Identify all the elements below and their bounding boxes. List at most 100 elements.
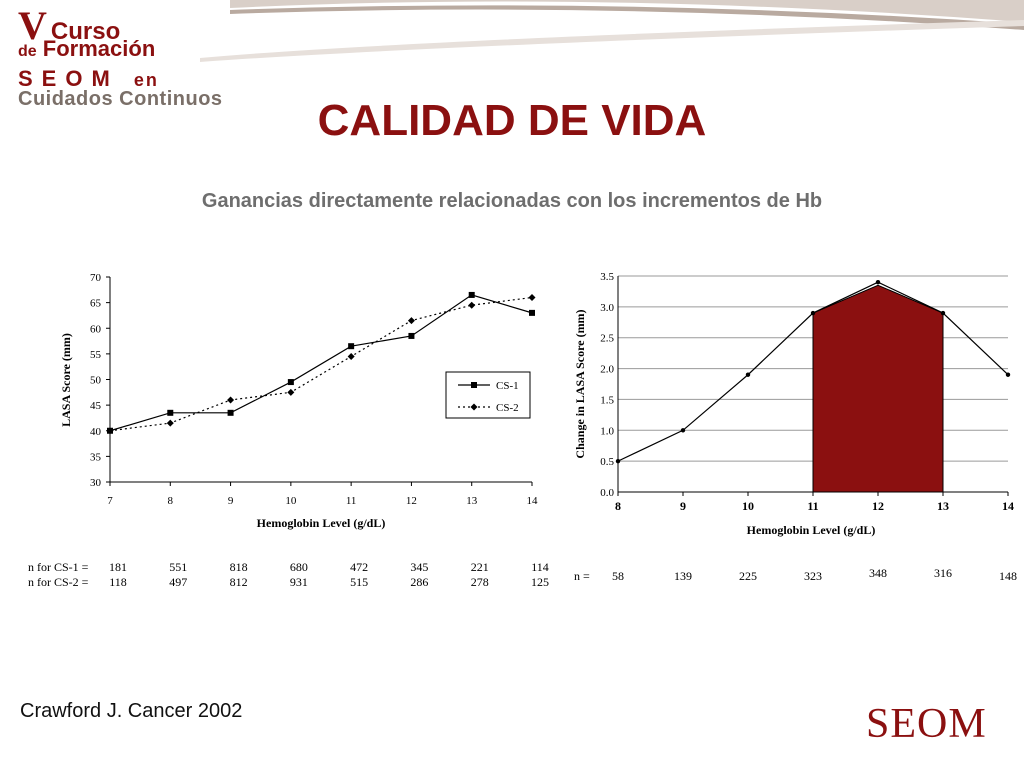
y-tick-label: 0.5	[600, 456, 614, 468]
point-cs-2	[347, 352, 355, 360]
point-cs-1	[529, 309, 535, 316]
point-cs-2	[407, 317, 415, 325]
page-subtitle: Ganancias directamente relacionadas con …	[201, 190, 823, 212]
series-line-cs-2	[109, 296, 533, 432]
header-banner	[200, 0, 1024, 62]
count-value: 125	[531, 575, 549, 589]
y-tick-label: 1.0	[600, 425, 614, 437]
count-row-label: n for CS-2 =	[28, 575, 89, 589]
y-tick-label: 55	[90, 349, 102, 361]
y-tick-label: 35	[90, 451, 102, 463]
count-value: 931	[290, 575, 308, 589]
chart-legend: CS-1 CS-2	[445, 371, 531, 419]
legend-label-cs-1: CS-1	[496, 380, 519, 392]
count-value: 278	[471, 575, 489, 589]
count-value: 323	[804, 569, 822, 583]
count-value: 58	[612, 569, 624, 583]
y-tick-label: 45	[90, 400, 102, 412]
logo-v: V	[18, 3, 47, 48]
legend-box	[445, 371, 531, 419]
y-tick-label: 0.0	[600, 487, 614, 499]
point-cs-2	[106, 427, 114, 435]
series-line-cs-1	[109, 294, 533, 432]
y-tick-label: 2.0	[600, 364, 614, 376]
count-value: 139	[674, 569, 692, 583]
y-axis-title: LASA Score (mm)	[59, 333, 73, 427]
x-tick-label: 13	[466, 495, 478, 507]
count-value: 118	[109, 575, 127, 589]
y-tick-label: 70	[90, 272, 102, 284]
point-cs-1	[167, 409, 174, 416]
legend-label-cs-2: CS-2	[496, 402, 519, 414]
x-tick-label: 12	[406, 495, 417, 507]
x-tick-label: 10	[285, 495, 297, 507]
logo-formacion: Formación	[42, 36, 156, 61]
change-point	[680, 428, 686, 433]
count-value: 345	[410, 560, 428, 574]
logo-curso: Curso	[50, 18, 121, 45]
x-axis-title: Hemoglobin Level (g/dL)	[257, 516, 386, 530]
y-tick-label: 3.0	[600, 302, 614, 314]
y-tick-label: 50	[90, 375, 102, 387]
course-logo: V Curso de Formación SEOM en Cuidados Con…	[14, 2, 264, 112]
x-tick-label: 8	[615, 499, 621, 513]
point-cs-2	[468, 301, 476, 309]
count-value: 515	[350, 575, 368, 589]
y-tick-label: 1.5	[600, 394, 614, 406]
legend-marker-cs-1	[471, 382, 477, 388]
x-tick-label: 13	[937, 499, 949, 513]
x-tick-label: 11	[807, 499, 818, 513]
x-tick-label: 11	[346, 495, 357, 507]
point-cs-2	[227, 396, 235, 404]
count-value: 472	[350, 560, 368, 574]
logo-en: en	[133, 70, 159, 90]
x-tick-label: 14	[527, 495, 539, 507]
y-tick-label: 65	[90, 298, 102, 310]
change-point	[875, 279, 881, 285]
count-value: 181	[109, 560, 127, 574]
point-cs-1	[348, 343, 355, 350]
point-cs-1	[408, 332, 415, 339]
highlight-area	[812, 284, 944, 493]
logo-seom: SEOM	[18, 66, 119, 91]
x-tick-label: 10	[742, 499, 754, 513]
x-tick-label: 14	[1002, 499, 1014, 513]
count-value: 221	[471, 560, 489, 574]
page-title: CALIDAD DE VIDA	[317, 96, 707, 145]
x-tick-label: 9	[680, 499, 686, 513]
count-row-label: n =	[574, 569, 590, 583]
legend-marker-cs-2	[470, 403, 478, 411]
y-tick-label: 40	[90, 426, 102, 438]
count-value: 348	[869, 566, 887, 580]
count-value: 316	[934, 566, 952, 580]
count-row-label: n for CS-1 =	[28, 560, 89, 574]
point-cs-2	[166, 419, 174, 427]
citation: Crawford J. Cancer 2002	[20, 700, 243, 722]
point-cs-1	[287, 379, 294, 386]
count-value: 812	[230, 575, 248, 589]
point-cs-1	[227, 409, 234, 416]
x-axis-title: Hemoglobin Level (g/dL)	[747, 523, 876, 537]
x-tick-label: 12	[872, 499, 884, 513]
count-value: 148	[999, 569, 1017, 583]
change-point	[745, 372, 751, 377]
point-cs-1	[468, 291, 475, 298]
count-value: 114	[531, 560, 549, 574]
y-tick-label: 3.5	[600, 271, 614, 283]
y-tick-label: 60	[90, 323, 102, 335]
logo-cuidados: Cuidados Continuos	[18, 88, 223, 110]
x-tick-label: 9	[228, 495, 234, 507]
point-cs-2	[528, 294, 536, 301]
y-tick-label: 2.5	[600, 333, 614, 345]
count-value: 286	[410, 575, 428, 589]
logo-de: de	[18, 43, 37, 60]
change-point	[940, 310, 946, 316]
y-tick-label: 30	[90, 477, 102, 489]
point-cs-2	[287, 388, 295, 396]
count-value: 551	[169, 560, 187, 574]
seom-logo: SEOM	[866, 701, 987, 747]
change-point	[615, 458, 621, 464]
count-value: 680	[290, 560, 308, 574]
